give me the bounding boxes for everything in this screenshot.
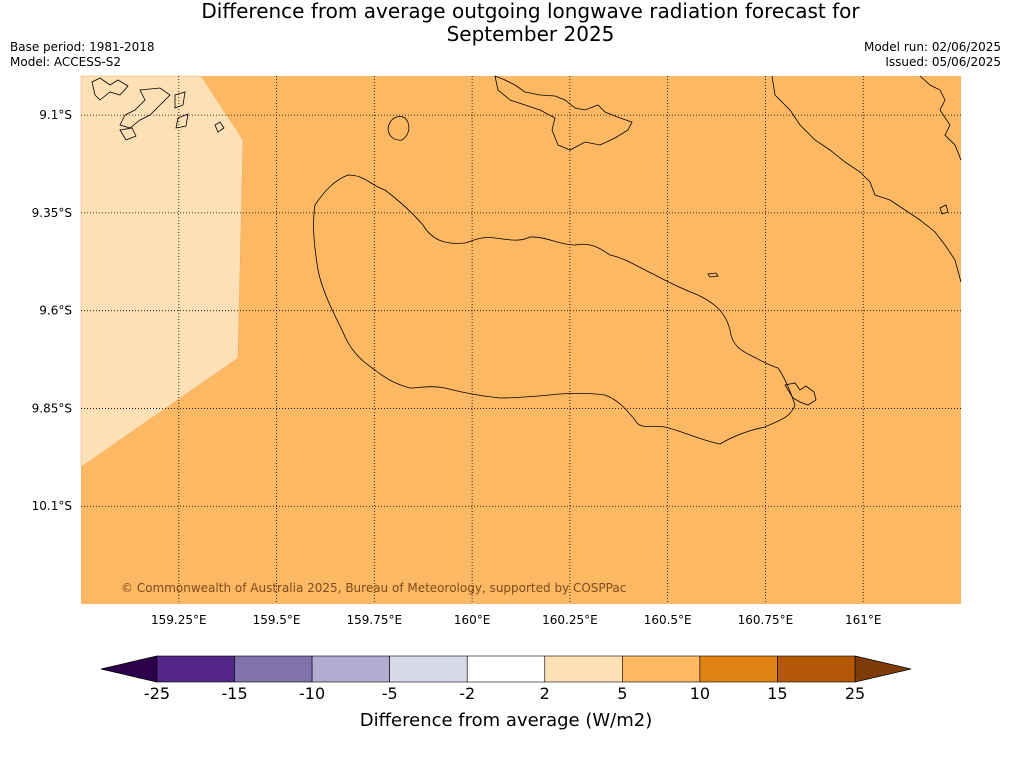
- colorbar-segment: [156, 655, 235, 683]
- colorbar-tick-label: -10: [299, 684, 325, 703]
- longitude-tick-label: 159.75°E: [347, 613, 403, 627]
- colorbar-extend-low: [100, 655, 158, 683]
- longitude-tick-label: 160.75°E: [738, 613, 794, 627]
- colorbar-tick-label: 2: [540, 684, 550, 703]
- latitude-tick-labels: 9.1°S 9.35°S 9.6°S 9.85°S 10.1°S: [32, 108, 72, 513]
- base-period: Base period: 1981-2018: [10, 40, 155, 54]
- colorbar-segment: [699, 655, 778, 683]
- longitude-tick-label: 161°E: [845, 613, 882, 627]
- copyright-notice: © Commonwealth of Australia 2025, Bureau…: [121, 581, 626, 595]
- colorbar-label: Difference from average (W/m2): [360, 710, 652, 731]
- colorbar-tick-label: -25: [144, 684, 170, 703]
- map-panel: © Commonwealth of Australia 2025, Bureau…: [80, 75, 962, 604]
- coastline-malaita-east: [919, 75, 962, 161]
- lighter-anomaly-region: [80, 75, 244, 468]
- coastline-malaita: [771, 75, 962, 283]
- colorbar-segment: [466, 655, 546, 683]
- title-line-1: Difference from average outgoing longwav…: [201, 0, 860, 23]
- latitude-tick-label: 9.35°S: [32, 206, 72, 220]
- coastline-russell-islands: [91, 77, 189, 141]
- latitude-tick-label: 10.1°S: [32, 499, 72, 513]
- longitude-tick-label: 159.5°E: [253, 613, 301, 627]
- colorbar-extend-high: [854, 655, 912, 683]
- colorbar: -25 -15 -10 -5 -2 2 5 10 15 25 Difference from av…: [100, 655, 912, 731]
- model-name: Model: ACCESS-S2: [10, 55, 122, 69]
- colorbar-segments: [156, 655, 856, 683]
- coastlines: [91, 75, 962, 445]
- model-run: Model run: 02/06/2025: [863, 40, 1001, 54]
- coastline-islet-north: [939, 204, 949, 215]
- coastline-small-islet: [707, 272, 719, 278]
- colorbar-segment: [777, 655, 856, 683]
- latitude-tick-label: 9.1°S: [39, 108, 72, 122]
- latitude-tick-label: 9.6°S: [39, 304, 72, 318]
- coastline-florida-islands: [494, 75, 633, 151]
- longitude-tick-label: 160°E: [454, 613, 491, 627]
- colorbar-tick-label: 25: [845, 684, 865, 703]
- longitude-tick-label: 159.25°E: [151, 613, 207, 627]
- colorbar-segment: [311, 655, 390, 683]
- colorbar-segment: [622, 655, 701, 683]
- colorbar-tick-label: -5: [382, 684, 398, 703]
- title-line-2: September 2025: [446, 22, 615, 46]
- colorbar-tick-label: -2: [459, 684, 475, 703]
- colorbar-tick-label: 5: [617, 684, 627, 703]
- coastline-guadalcanal: [313, 174, 796, 445]
- colorbar-segment: [234, 655, 313, 683]
- longitude-tick-label: 160.25°E: [542, 613, 598, 627]
- coastline-savo-island: [387, 116, 410, 141]
- colorbar-segment: [389, 655, 468, 683]
- map-title: Difference from average outgoing longwav…: [0, 0, 1011, 46]
- graticule: [81, 76, 961, 604]
- colorbar-tick-labels: -25 -15 -10 -5 -2 2 5 10 15 25: [144, 684, 865, 703]
- coastline-marau-islets: [784, 382, 817, 406]
- colorbar-tick-label: 15: [767, 684, 787, 703]
- colorbar-tick-label: 10: [690, 684, 710, 703]
- meta-right: Model run: 02/06/2025 Issued: 05/06/2025: [864, 40, 1001, 70]
- latitude-tick-label: 9.85°S: [32, 401, 72, 415]
- colorbar-tick-label: -15: [221, 684, 247, 703]
- meta-left: Base period: 1981-2018 Model: ACCESS-S2: [10, 40, 155, 70]
- coastline-islet-west: [214, 121, 225, 133]
- longitude-tick-labels: 159.25°E 159.5°E 159.75°E 160°E 160.25°E 160.…: [151, 613, 881, 627]
- issued-date: Issued: 05/06/2025: [885, 55, 1001, 69]
- colorbar-segment: [544, 655, 623, 683]
- longitude-tick-label: 160.5°E: [644, 613, 692, 627]
